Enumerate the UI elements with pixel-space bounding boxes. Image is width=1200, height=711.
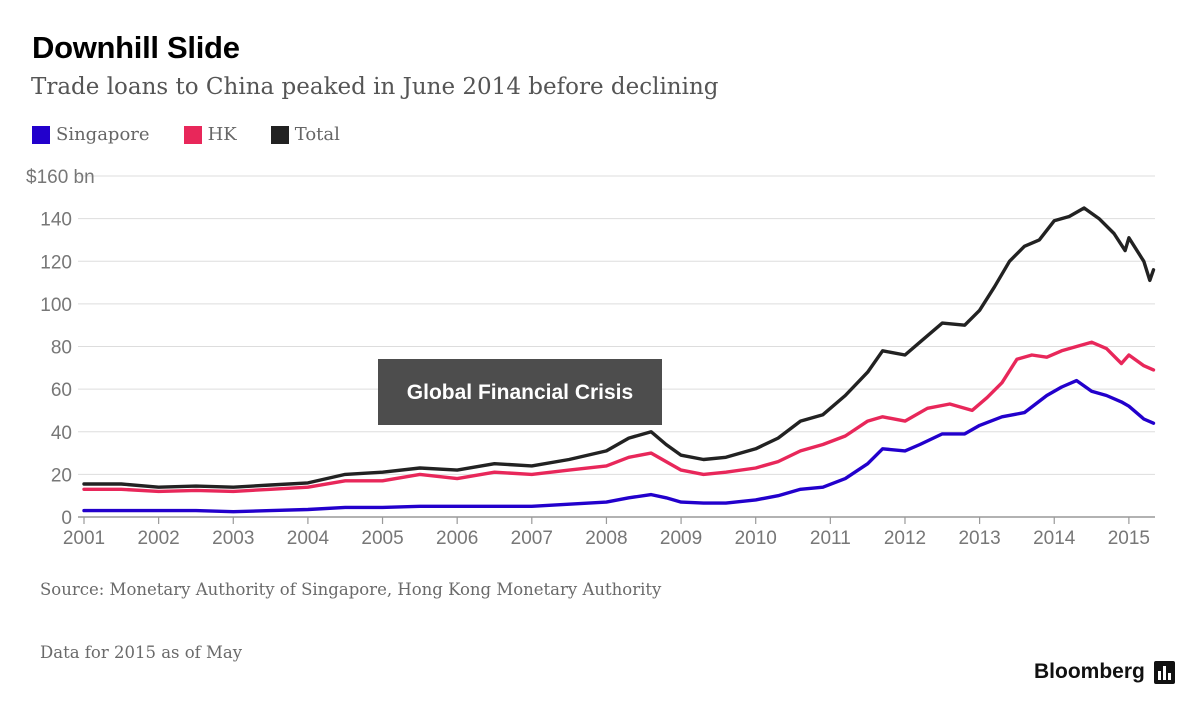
x-tick-label: 2006: [436, 528, 478, 549]
y-tick-label: 60: [51, 380, 72, 401]
annotation-box: [378, 359, 662, 425]
series-line-hk: [82, 340, 1156, 494]
y-tick-label: 120: [40, 252, 72, 273]
x-tick-label: 2009: [660, 528, 702, 549]
legend-swatch-singapore: [32, 125, 50, 144]
x-tick-label: 2004: [287, 528, 330, 549]
bloomberg-icon: [1153, 660, 1175, 684]
source-note: Source: Monetary Authority of Singapore,…: [40, 580, 662, 599]
brand-logo: Bloomberg: [1034, 660, 1175, 684]
y-tick-label: 40: [51, 423, 72, 444]
x-tick-label: 2014: [1033, 528, 1076, 549]
legend-item-total: Total: [270, 124, 340, 145]
x-tick-label: 2015: [1108, 528, 1150, 549]
x-tick-label: 2001: [63, 528, 105, 549]
legend-label-hk: HK: [207, 124, 237, 145]
series-line-total: [82, 206, 1156, 489]
x-tick-label: 2005: [361, 528, 403, 549]
x-tick-label: 2012: [884, 528, 926, 549]
chart-title: Downhill Slide: [32, 30, 240, 65]
x-tick-label: 2010: [735, 528, 777, 549]
x-tick-label: 2013: [958, 528, 1000, 549]
x-tick-label: 2011: [810, 528, 851, 549]
annotation-label: Global Financial Crisis: [407, 381, 633, 404]
x-tick-label: 2008: [585, 528, 627, 549]
legend-item-hk: HK: [183, 124, 237, 145]
y-tick-label: 20: [51, 465, 72, 486]
chart-subtitle: Trade loans to China peaked in June 2014…: [31, 74, 719, 100]
x-tick-label: 2003: [212, 528, 254, 549]
x-tick-label: 2007: [511, 528, 553, 549]
legend-item-singapore: Singapore: [32, 124, 150, 145]
legend-label-singapore: Singapore: [56, 124, 150, 145]
legend-swatch-hk: [183, 125, 202, 144]
y-tick-label: $160 bn: [26, 167, 95, 188]
brand-name: Bloomberg: [1034, 660, 1145, 683]
y-tick-label: 100: [40, 295, 72, 316]
series-line-singapore: [82, 378, 1156, 514]
y-tick-label: 140: [40, 210, 72, 231]
y-tick-label: 0: [61, 508, 72, 529]
legend-label-total: Total: [294, 124, 340, 145]
x-tick-label: 2002: [137, 528, 179, 549]
legend-swatch-total: [270, 125, 289, 144]
data-note: Data for 2015 as of May: [40, 643, 243, 662]
legend: Singapore HK Total: [32, 124, 374, 145]
y-tick-label: 80: [51, 338, 72, 359]
